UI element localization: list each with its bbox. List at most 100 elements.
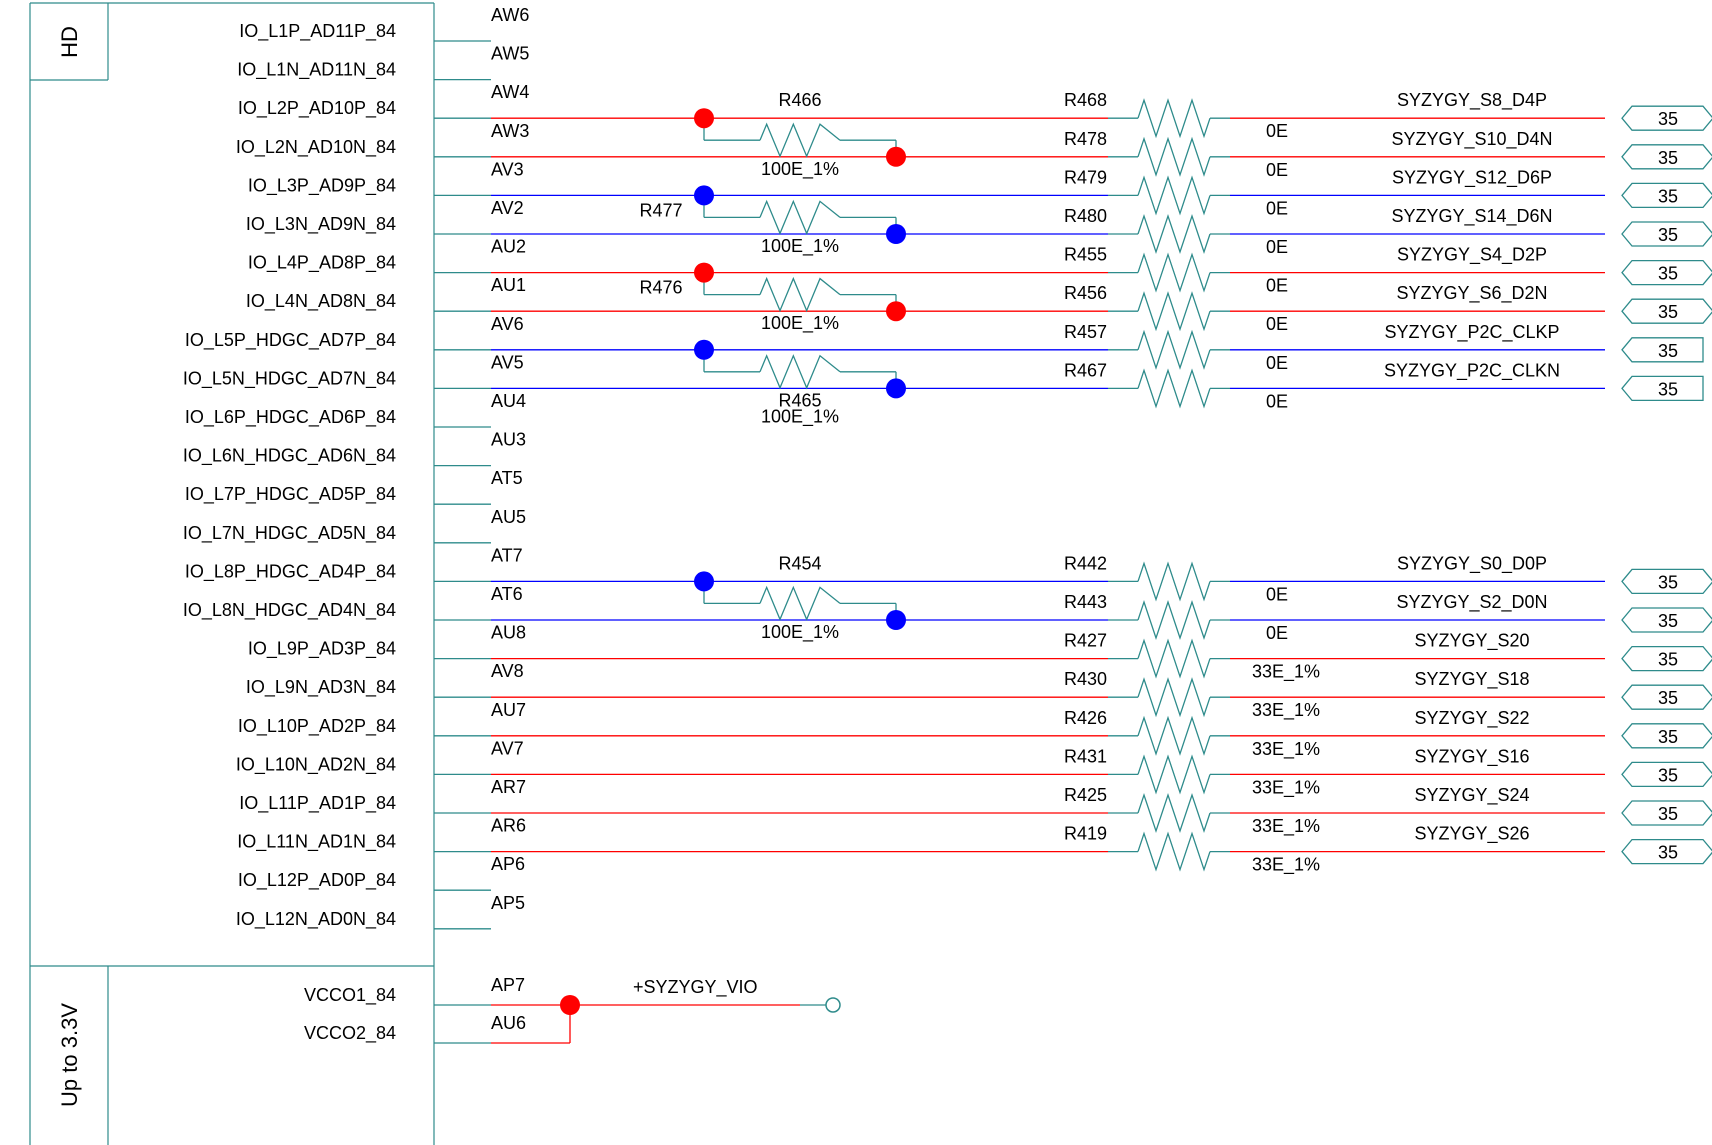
pin-name: IO_L2P_AD10P_84 (238, 98, 396, 119)
pin-name: IO_L6P_HDGC_AD6P_84 (185, 407, 396, 428)
off-page-ref: 35 (1658, 341, 1678, 361)
resistor-value: 33E_1% (1252, 739, 1320, 760)
net-label: SYZYGY_S24 (1414, 785, 1529, 806)
series-resistor (1137, 329, 1211, 370)
termination-ref: R465 (778, 390, 821, 410)
junction-dot (694, 339, 714, 360)
pin-number: AU2 (491, 237, 526, 257)
resistor-ref: R431 (1064, 746, 1107, 766)
off-page-ref: 35 (1658, 804, 1678, 824)
net-label: SYZYGY_P2C_CLKN (1384, 360, 1560, 381)
pin-name: IO_L4N_AD8N_84 (246, 291, 396, 312)
pin-name: IO_L12P_AD0P_84 (238, 870, 396, 891)
pin-number: AP6 (491, 854, 525, 874)
resistor-ref: R425 (1064, 785, 1107, 805)
net-label: SYZYGY_S0_D0P (1397, 553, 1547, 574)
termination-ref: R477 (639, 200, 682, 220)
off-page-connector (1621, 838, 1712, 865)
off-page-ref: 35 (1658, 186, 1678, 206)
resistor-value: 0E (1266, 391, 1288, 411)
pin-name: IO_L8N_HDGC_AD4N_84 (183, 600, 396, 621)
power-pin-name: VCCO1_84 (304, 985, 396, 1006)
bank-label: HD (57, 26, 82, 58)
pin-number: AR7 (491, 777, 526, 797)
resistor-value: 33E_1% (1252, 662, 1320, 683)
off-page-connector (1621, 298, 1712, 324)
resistor-ref: R467 (1064, 360, 1107, 380)
resistor-ref: R442 (1064, 553, 1107, 573)
junction-dot (886, 224, 906, 244)
resistor-ref: R430 (1064, 669, 1107, 689)
net-label: SYZYGY_S20 (1414, 631, 1529, 652)
net-label: SYZYGY_S6_D2N (1396, 283, 1547, 304)
off-page-connector (1621, 144, 1712, 170)
net-label: SYZYGY_S18 (1414, 669, 1529, 690)
fpga-bank-symbol: HD Up to 3.3V (29, 2, 435, 1145)
off-page-ref: 35 (1658, 688, 1678, 708)
series-resistor (1137, 136, 1211, 177)
pin-number: AV7 (491, 738, 524, 758)
resistor-ref: R457 (1064, 322, 1107, 342)
pin-number: AW3 (491, 121, 529, 141)
pin-name: IO_L7N_HDGC_AD5N_84 (183, 523, 396, 544)
resistor-ref: R478 (1064, 129, 1107, 149)
net-label: SYZYGY_P2C_CLKP (1384, 322, 1559, 343)
power-port-symbol (825, 997, 841, 1013)
pin-number: AV2 (491, 198, 524, 218)
pin-number: AV6 (491, 314, 524, 334)
pin-number: AT6 (491, 584, 523, 604)
pin-number: AV3 (491, 159, 524, 179)
off-page-ref: 35 (1658, 264, 1678, 284)
power-region-label: Up to 3.3V (57, 1003, 82, 1107)
series-resistor (1137, 831, 1211, 872)
resistor-ref: R427 (1064, 631, 1107, 651)
series-resistor (1137, 677, 1211, 718)
off-page-connector (1621, 221, 1712, 247)
junction-dot (886, 301, 906, 322)
resistor-value: 33E_1% (1252, 777, 1320, 798)
pin-number: AT7 (491, 545, 523, 565)
net-label: SYZYGY_S16 (1414, 746, 1529, 767)
pin-number: AV8 (491, 661, 524, 681)
resistor-value: 0E (1266, 314, 1288, 334)
off-page-ref: 35 (1658, 611, 1678, 631)
resistor-ref: R455 (1064, 245, 1107, 265)
off-page-connector (1621, 337, 1704, 363)
pin-number: AW6 (491, 5, 529, 25)
resistor-value: 33E_1% (1252, 700, 1320, 721)
off-page-connector (1621, 645, 1712, 672)
pin-number: AP5 (491, 893, 525, 913)
resistor-ref: R426 (1064, 708, 1107, 728)
off-page-connector (1621, 182, 1712, 209)
off-page-ref: 35 (1658, 109, 1678, 129)
resistor-value: 0E (1266, 121, 1288, 141)
net-label: SYZYGY_S14_D6N (1391, 206, 1552, 227)
pin-name: IO_L4P_AD8P_84 (248, 253, 396, 274)
resistor-value: 33E_1% (1252, 816, 1320, 837)
off-page-connector (1621, 607, 1712, 633)
off-page-connector (1621, 684, 1712, 710)
termination-value: 100E_1% (761, 236, 839, 257)
pin-number: AU1 (491, 275, 526, 295)
pin-name: IO_L1N_AD11N_84 (237, 60, 396, 81)
net-label: SYZYGY_S2_D0N (1396, 592, 1547, 613)
termination-resistor (759, 276, 841, 313)
series-resistor (1137, 213, 1211, 255)
off-page-ref: 35 (1658, 727, 1678, 747)
pin-name: IO_L6N_HDGC_AD6N_84 (183, 446, 396, 467)
termination-value: 100E_1% (761, 313, 839, 334)
off-page-ref: 35 (1658, 650, 1678, 670)
termination-value: 100E_1% (761, 406, 839, 427)
pin-name: IO_L10P_AD2P_84 (238, 716, 396, 737)
pin-name: IO_L2N_AD10N_84 (236, 137, 396, 158)
pin-number: AU7 (491, 700, 526, 720)
termination-value: 100E_1% (761, 622, 839, 643)
pin-name: IO_L3N_AD9N_84 (246, 214, 396, 235)
termination-ref: R476 (639, 278, 682, 298)
resistor-value: 0E (1266, 623, 1288, 643)
off-page-ref: 35 (1658, 843, 1678, 863)
off-page-ref: 35 (1658, 148, 1678, 168)
pin-number: AT5 (491, 468, 523, 488)
net-label: SYZYGY_S10_D4N (1391, 129, 1552, 150)
resistor-value: 0E (1266, 198, 1288, 218)
